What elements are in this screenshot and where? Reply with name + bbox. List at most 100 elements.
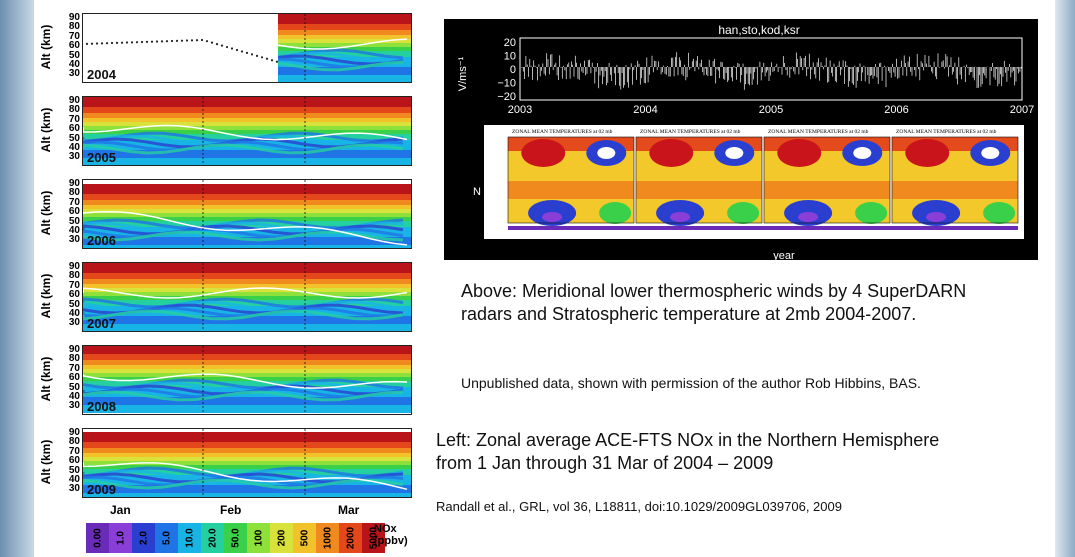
- colorbar-tick-label: 50.0: [230, 528, 241, 548]
- ytick-label: 40: [68, 474, 80, 485]
- panel-yticks: 90 80 70 60 50 40 30: [60, 345, 82, 413]
- ytick-label: 90: [68, 344, 80, 355]
- ytick-label: 80: [68, 104, 80, 116]
- nox-heatmap: [83, 180, 411, 248]
- month-axis: Jan Feb Mar: [82, 503, 410, 519]
- ytick-label: 90: [68, 427, 80, 438]
- colorbar-swatch: 1.0: [109, 523, 132, 553]
- svg-text:2004: 2004: [633, 104, 657, 116]
- colorbar-swatch: 100: [247, 523, 270, 553]
- colorbar-swatch: 0.00: [86, 523, 109, 553]
- ytick-label: 40: [68, 391, 80, 402]
- ytick-label: 80: [68, 270, 80, 282]
- colorbar-swatch: 1000: [316, 523, 339, 553]
- svg-text:2007: 2007: [1010, 104, 1034, 116]
- panel-year-label: 2004: [87, 67, 116, 82]
- nox-heatmap: [83, 346, 411, 414]
- svg-text:20: 20: [504, 37, 516, 49]
- panel-yticks: 90 80 70 60 50 40 30: [60, 428, 82, 496]
- colorbar-tick-label: 2.0: [138, 531, 149, 545]
- ytick-label: 30: [68, 151, 80, 163]
- nox-colorbar: 0.00 1.0 2.0 5.0 10.0 20.0 50.0 100 200 500 1000 20…: [86, 523, 385, 553]
- panel-year-label: 2009: [87, 482, 116, 497]
- nox-heatmap: [83, 97, 411, 165]
- nox-panel-2005: 2005: [82, 96, 412, 166]
- colorbar-swatch: 5000: [362, 523, 385, 553]
- svg-text:ZONAL MEAN TEMPERATURES at 02: ZONAL MEAN TEMPERATURES at 02 mb: [640, 129, 741, 135]
- colorbar-swatch: 500: [293, 523, 316, 553]
- colorbar-tick-label: 5.0: [161, 531, 172, 545]
- ytick-label: 30: [68, 483, 80, 495]
- reference: Randall et al., GRL, vol 36, L18811, doi…: [436, 499, 842, 514]
- nox-panel-2009: 2009: [82, 428, 412, 498]
- svg-text:2005: 2005: [759, 104, 783, 116]
- panel-year-label: 2006: [87, 233, 116, 248]
- nox-panel-2004: 2004: [82, 13, 412, 83]
- panel-yticks: 90 80 70 60 50 40 30: [60, 96, 82, 164]
- colorbar-unit-ppbv: (ppbv): [374, 535, 408, 547]
- ytick-label: 50: [68, 381, 80, 393]
- panel-ylabel: Alt (km): [39, 107, 53, 153]
- panel-yticks: 90 80 70 60 50 40 30: [60, 13, 82, 81]
- ytick-label: 90: [68, 178, 80, 189]
- colorbar-tick-label: 10.0: [184, 528, 195, 548]
- ytick-label: 40: [68, 308, 80, 319]
- svg-text:2006: 2006: [884, 104, 908, 116]
- nox-heatmap: [83, 429, 411, 497]
- svg-text:year: year: [773, 250, 795, 260]
- svg-text:N: N: [473, 186, 481, 198]
- ytick-label: 80: [68, 436, 80, 448]
- above-caption: Above: Meridional lower thermospheric wi…: [461, 281, 967, 324]
- ytick-label: 30: [68, 317, 80, 329]
- colorbar-swatch: 20.0: [201, 523, 224, 553]
- colorbar-unit-name: NOx: [374, 523, 397, 535]
- ytick-label: 60: [68, 372, 80, 384]
- left-decor-strip: [0, 0, 34, 557]
- left-caption: Left: Zonal average ACE-FTS NOx in the N…: [436, 430, 940, 473]
- svg-text:V/ms⁻¹: V/ms⁻¹: [457, 56, 469, 91]
- ytick-label: 80: [68, 353, 80, 365]
- panel-ylabel: Alt (km): [39, 439, 53, 485]
- colorbar-swatch: 10.0: [178, 523, 201, 553]
- colorbar-tick-label: 1.0: [115, 531, 126, 545]
- panel-ylabel: Alt (km): [39, 273, 53, 319]
- svg-text:han,sto,kod,ksr: han,sto,kod,ksr: [718, 23, 799, 37]
- ytick-label: 90: [68, 12, 80, 23]
- svg-text:ZONAL MEAN TEMPERATURES at 02: ZONAL MEAN TEMPERATURES at 02 mb: [512, 129, 613, 135]
- ytick-label: 60: [68, 455, 80, 467]
- ytick-label: 40: [68, 225, 80, 236]
- ytick-label: 60: [68, 206, 80, 218]
- panel-year-label: 2005: [87, 150, 116, 165]
- ytick-label: 40: [68, 142, 80, 153]
- ytick-label: 60: [68, 289, 80, 301]
- colorbar-tick-label: 1000: [322, 526, 333, 550]
- panel-yticks: 90 80 70 60 50 40 30: [60, 262, 82, 330]
- ytick-label: 80: [68, 21, 80, 33]
- ytick-label: 70: [68, 362, 80, 374]
- colorbar-swatch: 2.0: [132, 523, 155, 553]
- nox-heatmap: [83, 263, 411, 331]
- month-label-feb: Feb: [220, 503, 242, 517]
- colorbar-swatch: 2000: [339, 523, 362, 553]
- ytick-label: 50: [68, 464, 80, 476]
- panel-ylabel: Alt (km): [39, 356, 53, 402]
- colorbar-swatch: 50.0: [224, 523, 247, 553]
- right-decor-strip: [1055, 0, 1075, 557]
- panel-year-label: 2007: [87, 316, 116, 331]
- month-label-jan: Jan: [110, 503, 131, 517]
- colorbar-swatch: 5.0: [155, 523, 178, 553]
- nox-panel-2008: 2008: [82, 345, 412, 415]
- ytick-label: 80: [68, 187, 80, 199]
- ytick-label: 60: [68, 40, 80, 52]
- ytick-label: 50: [68, 132, 80, 144]
- colorbar-tick-label: 2000: [345, 526, 356, 550]
- ytick-label: 60: [68, 123, 80, 135]
- ytick-label: 50: [68, 298, 80, 310]
- svg-text:10: 10: [504, 51, 516, 63]
- panel-ylabel: Alt (km): [39, 190, 53, 236]
- panel-year-label: 2008: [87, 399, 116, 414]
- ytick-label: 90: [68, 261, 80, 272]
- month-label-mar: Mar: [338, 503, 360, 517]
- superdarn-figure: han,sto,kod,ksr V/ms⁻¹ 20 10 0 −10 −20 2003 2004…: [444, 19, 1038, 262]
